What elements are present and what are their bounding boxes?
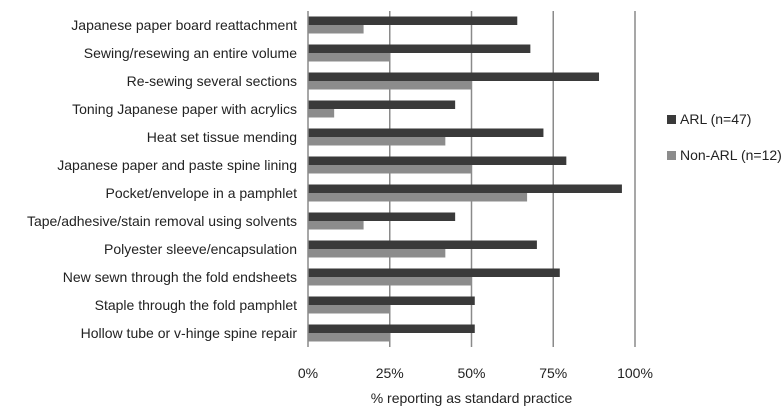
bar-arl bbox=[308, 296, 475, 305]
x-tick-label: 0% bbox=[298, 365, 318, 381]
bar-non-arl bbox=[308, 193, 528, 202]
bar-non-arl bbox=[308, 165, 472, 174]
bar-non-arl bbox=[308, 221, 364, 230]
category-label: Japanese paper and paste spine lining bbox=[57, 157, 297, 173]
bars bbox=[308, 16, 622, 342]
bar-non-arl bbox=[308, 333, 390, 342]
bar-arl bbox=[308, 100, 456, 109]
bar-arl bbox=[308, 212, 456, 221]
category-labels: Japanese paper board reattachment Sewing/… bbox=[27, 17, 297, 341]
category-label: Toning Japanese paper with acrylics bbox=[72, 101, 297, 117]
bar-arl bbox=[308, 16, 518, 25]
category-label: Heat set tissue mending bbox=[147, 129, 297, 145]
category-label: Pocket/envelope in a pamphlet bbox=[106, 185, 298, 201]
bar-non-arl bbox=[308, 277, 472, 286]
bar-non-arl bbox=[308, 109, 335, 118]
bar-arl bbox=[308, 184, 622, 193]
category-label: Staple through the fold pamphlet bbox=[95, 297, 297, 313]
category-label: Polyester sleeve/encapsulation bbox=[104, 241, 297, 257]
bar-non-arl bbox=[308, 305, 390, 314]
bar-non-arl bbox=[308, 137, 446, 146]
legend-swatch bbox=[667, 151, 676, 160]
category-label: Re-sewing several sections bbox=[127, 73, 297, 89]
x-tick-label: 25% bbox=[376, 365, 404, 381]
bar-non-arl bbox=[308, 25, 364, 34]
legend-label: Non-ARL (n=12) bbox=[680, 147, 782, 163]
bar-non-arl bbox=[308, 53, 390, 62]
x-axis-title: % reporting as standard practice bbox=[371, 390, 573, 406]
x-tick-label: 50% bbox=[457, 365, 485, 381]
legend-label: ARL (n=47) bbox=[680, 111, 751, 127]
bar-arl bbox=[308, 44, 531, 53]
x-tick-label: 75% bbox=[539, 365, 567, 381]
bar-arl bbox=[308, 156, 567, 165]
bar-non-arl bbox=[308, 81, 472, 90]
category-label: New sewn through the fold endsheets bbox=[63, 269, 297, 285]
legend: ARL (n=47) Non-ARL (n=12) bbox=[667, 111, 782, 163]
bar-arl bbox=[308, 128, 544, 137]
bar-arl bbox=[308, 268, 560, 277]
bar-arl bbox=[308, 324, 475, 333]
category-label: Tape/adhesive/stain removal using solven… bbox=[27, 213, 297, 229]
legend-swatch bbox=[667, 115, 676, 124]
gridlines bbox=[389, 11, 636, 347]
x-tick-label: 100% bbox=[617, 365, 653, 381]
category-label: Sewing/resewing an entire volume bbox=[84, 45, 297, 61]
category-label: Japanese paper board reattachment bbox=[71, 17, 297, 33]
bar-non-arl bbox=[308, 249, 446, 258]
bar-arl bbox=[308, 240, 537, 249]
x-tick-labels: 0% 25% 50% 75% 100% bbox=[298, 365, 653, 381]
bar-arl bbox=[308, 72, 600, 81]
category-label: Hollow tube or v-hinge spine repair bbox=[81, 325, 298, 341]
